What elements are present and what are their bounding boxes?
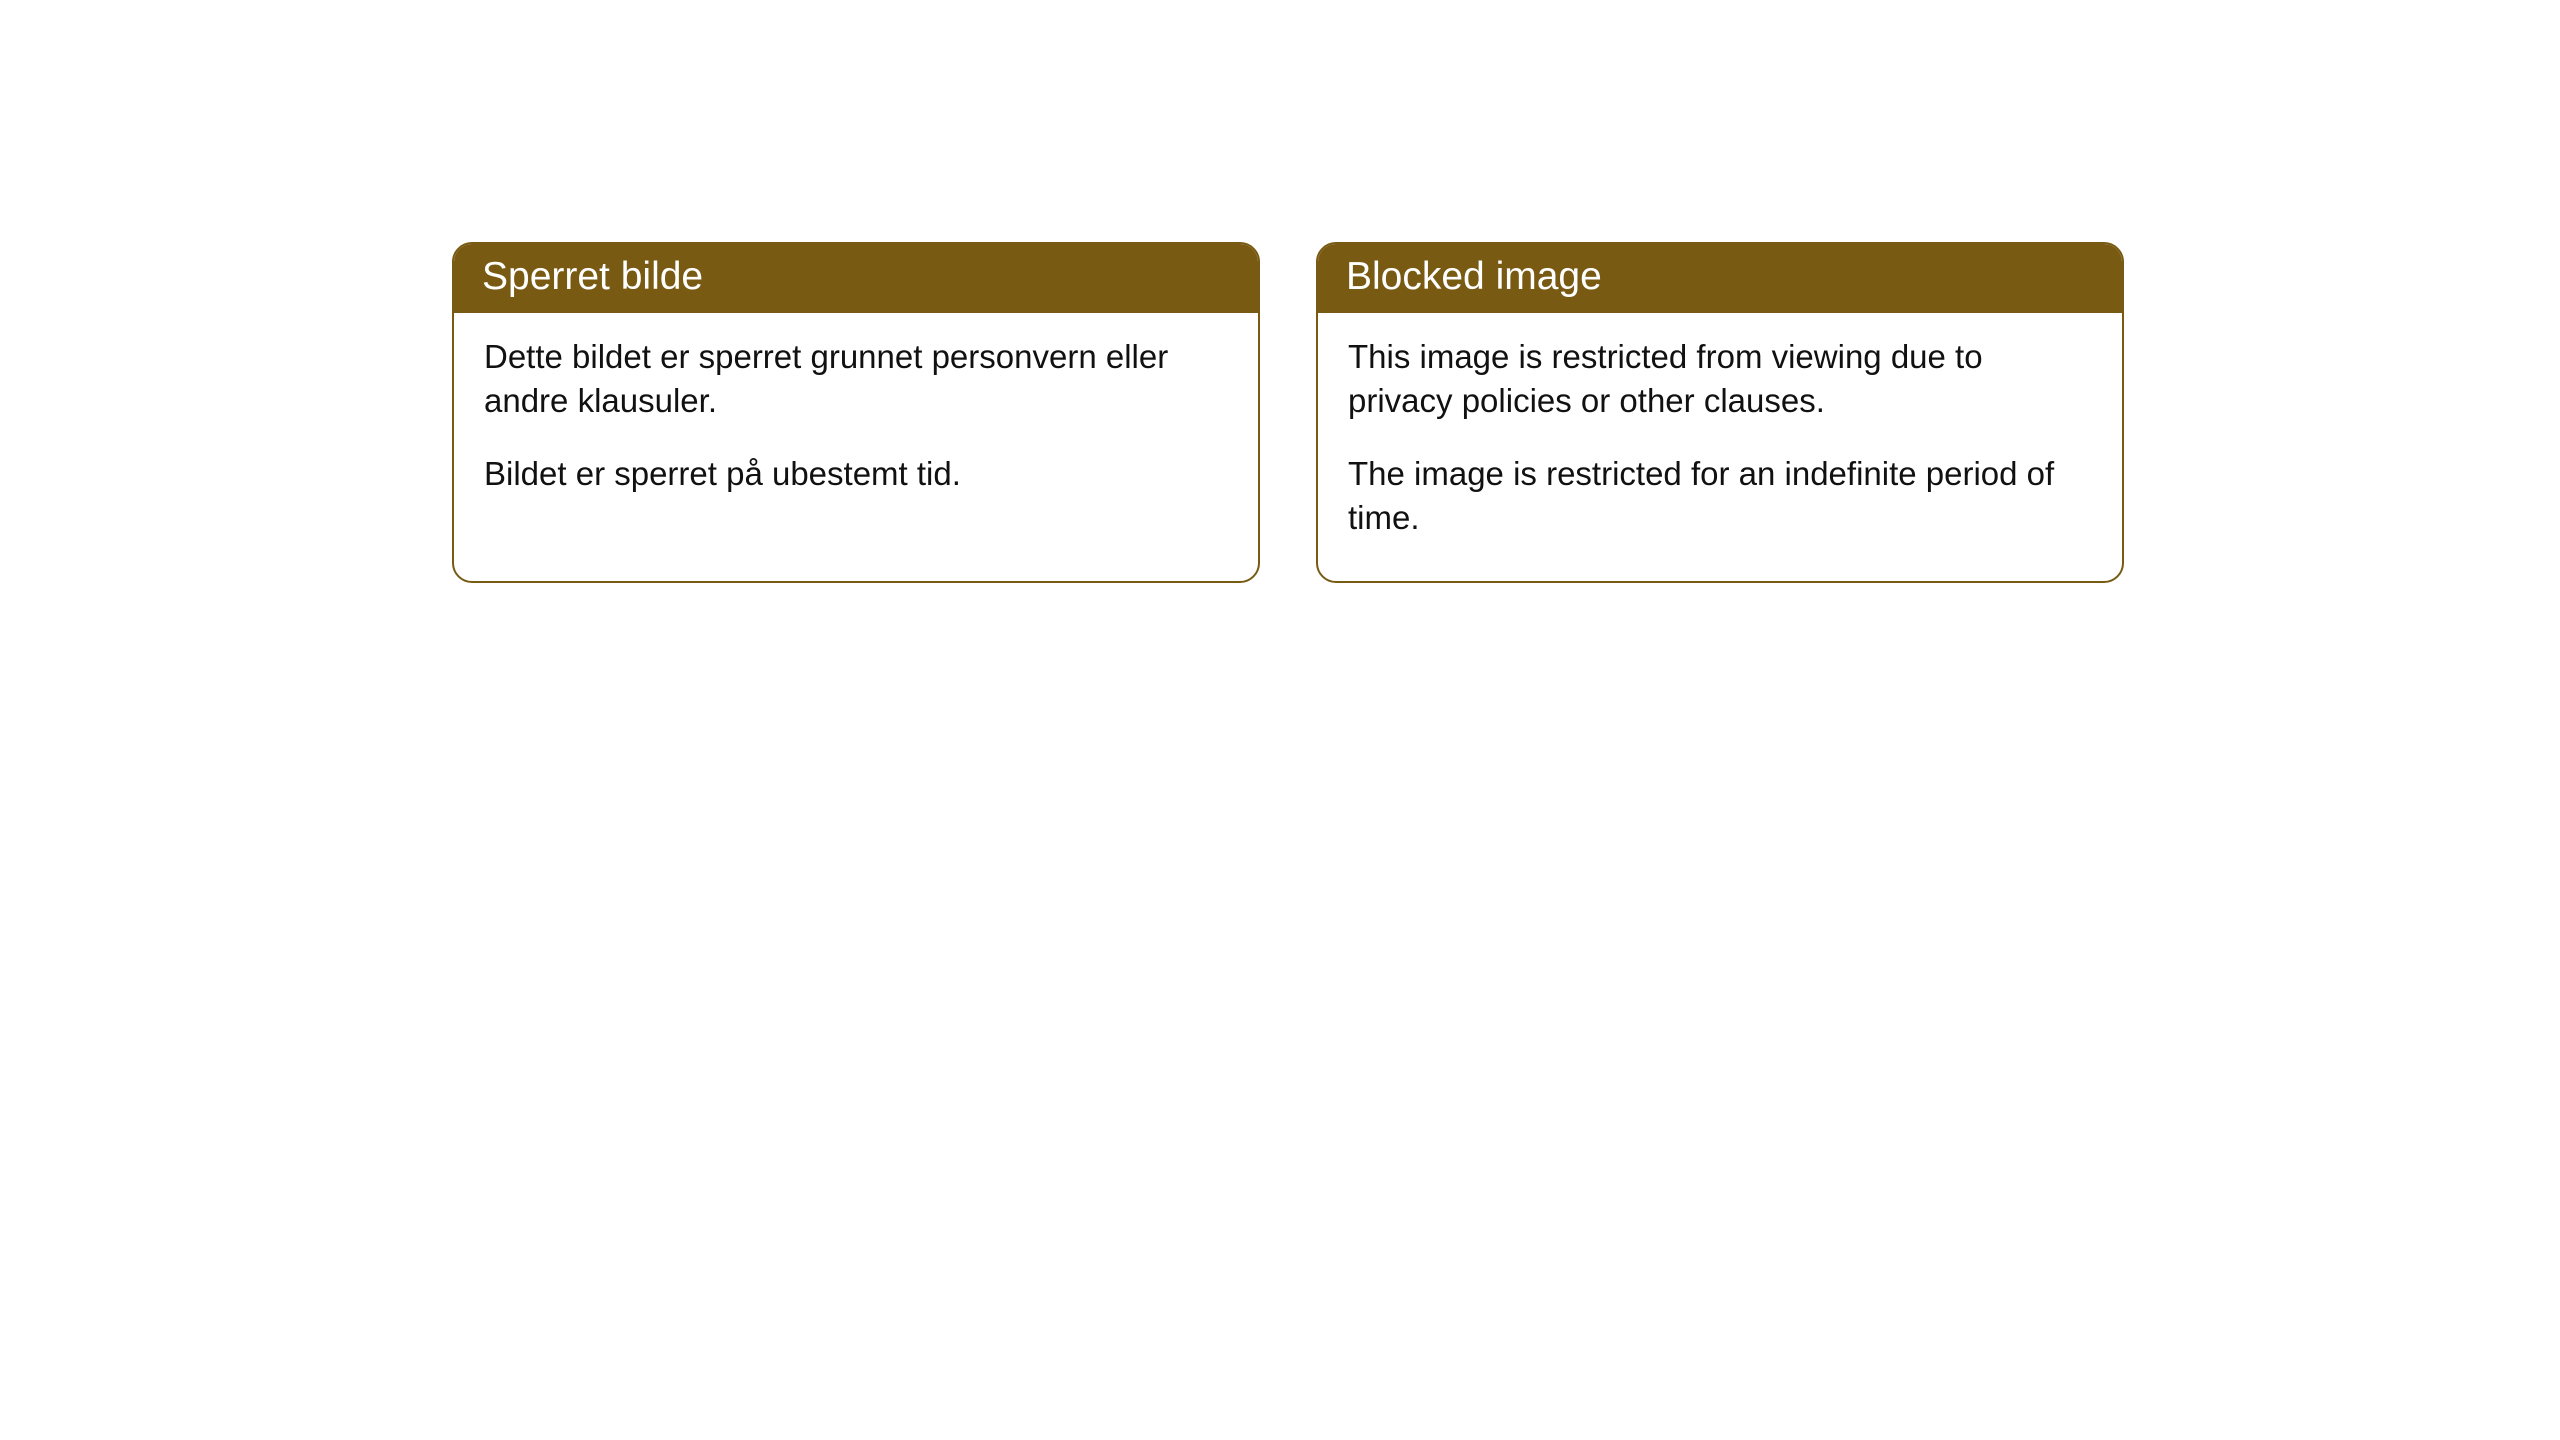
- card-title: Blocked image: [1318, 244, 2122, 313]
- card-paragraph: The image is restricted for an indefinit…: [1348, 452, 2092, 541]
- notice-card-norwegian: Sperret bilde Dette bildet er sperret gr…: [452, 242, 1260, 583]
- card-body: Dette bildet er sperret grunnet personve…: [454, 313, 1258, 537]
- card-body: This image is restricted from viewing du…: [1318, 313, 2122, 581]
- notice-container: Sperret bilde Dette bildet er sperret gr…: [0, 0, 2560, 583]
- card-title: Sperret bilde: [454, 244, 1258, 313]
- card-paragraph: Bildet er sperret på ubestemt tid.: [484, 452, 1228, 497]
- card-paragraph: This image is restricted from viewing du…: [1348, 335, 2092, 424]
- notice-card-english: Blocked image This image is restricted f…: [1316, 242, 2124, 583]
- card-paragraph: Dette bildet er sperret grunnet personve…: [484, 335, 1228, 424]
